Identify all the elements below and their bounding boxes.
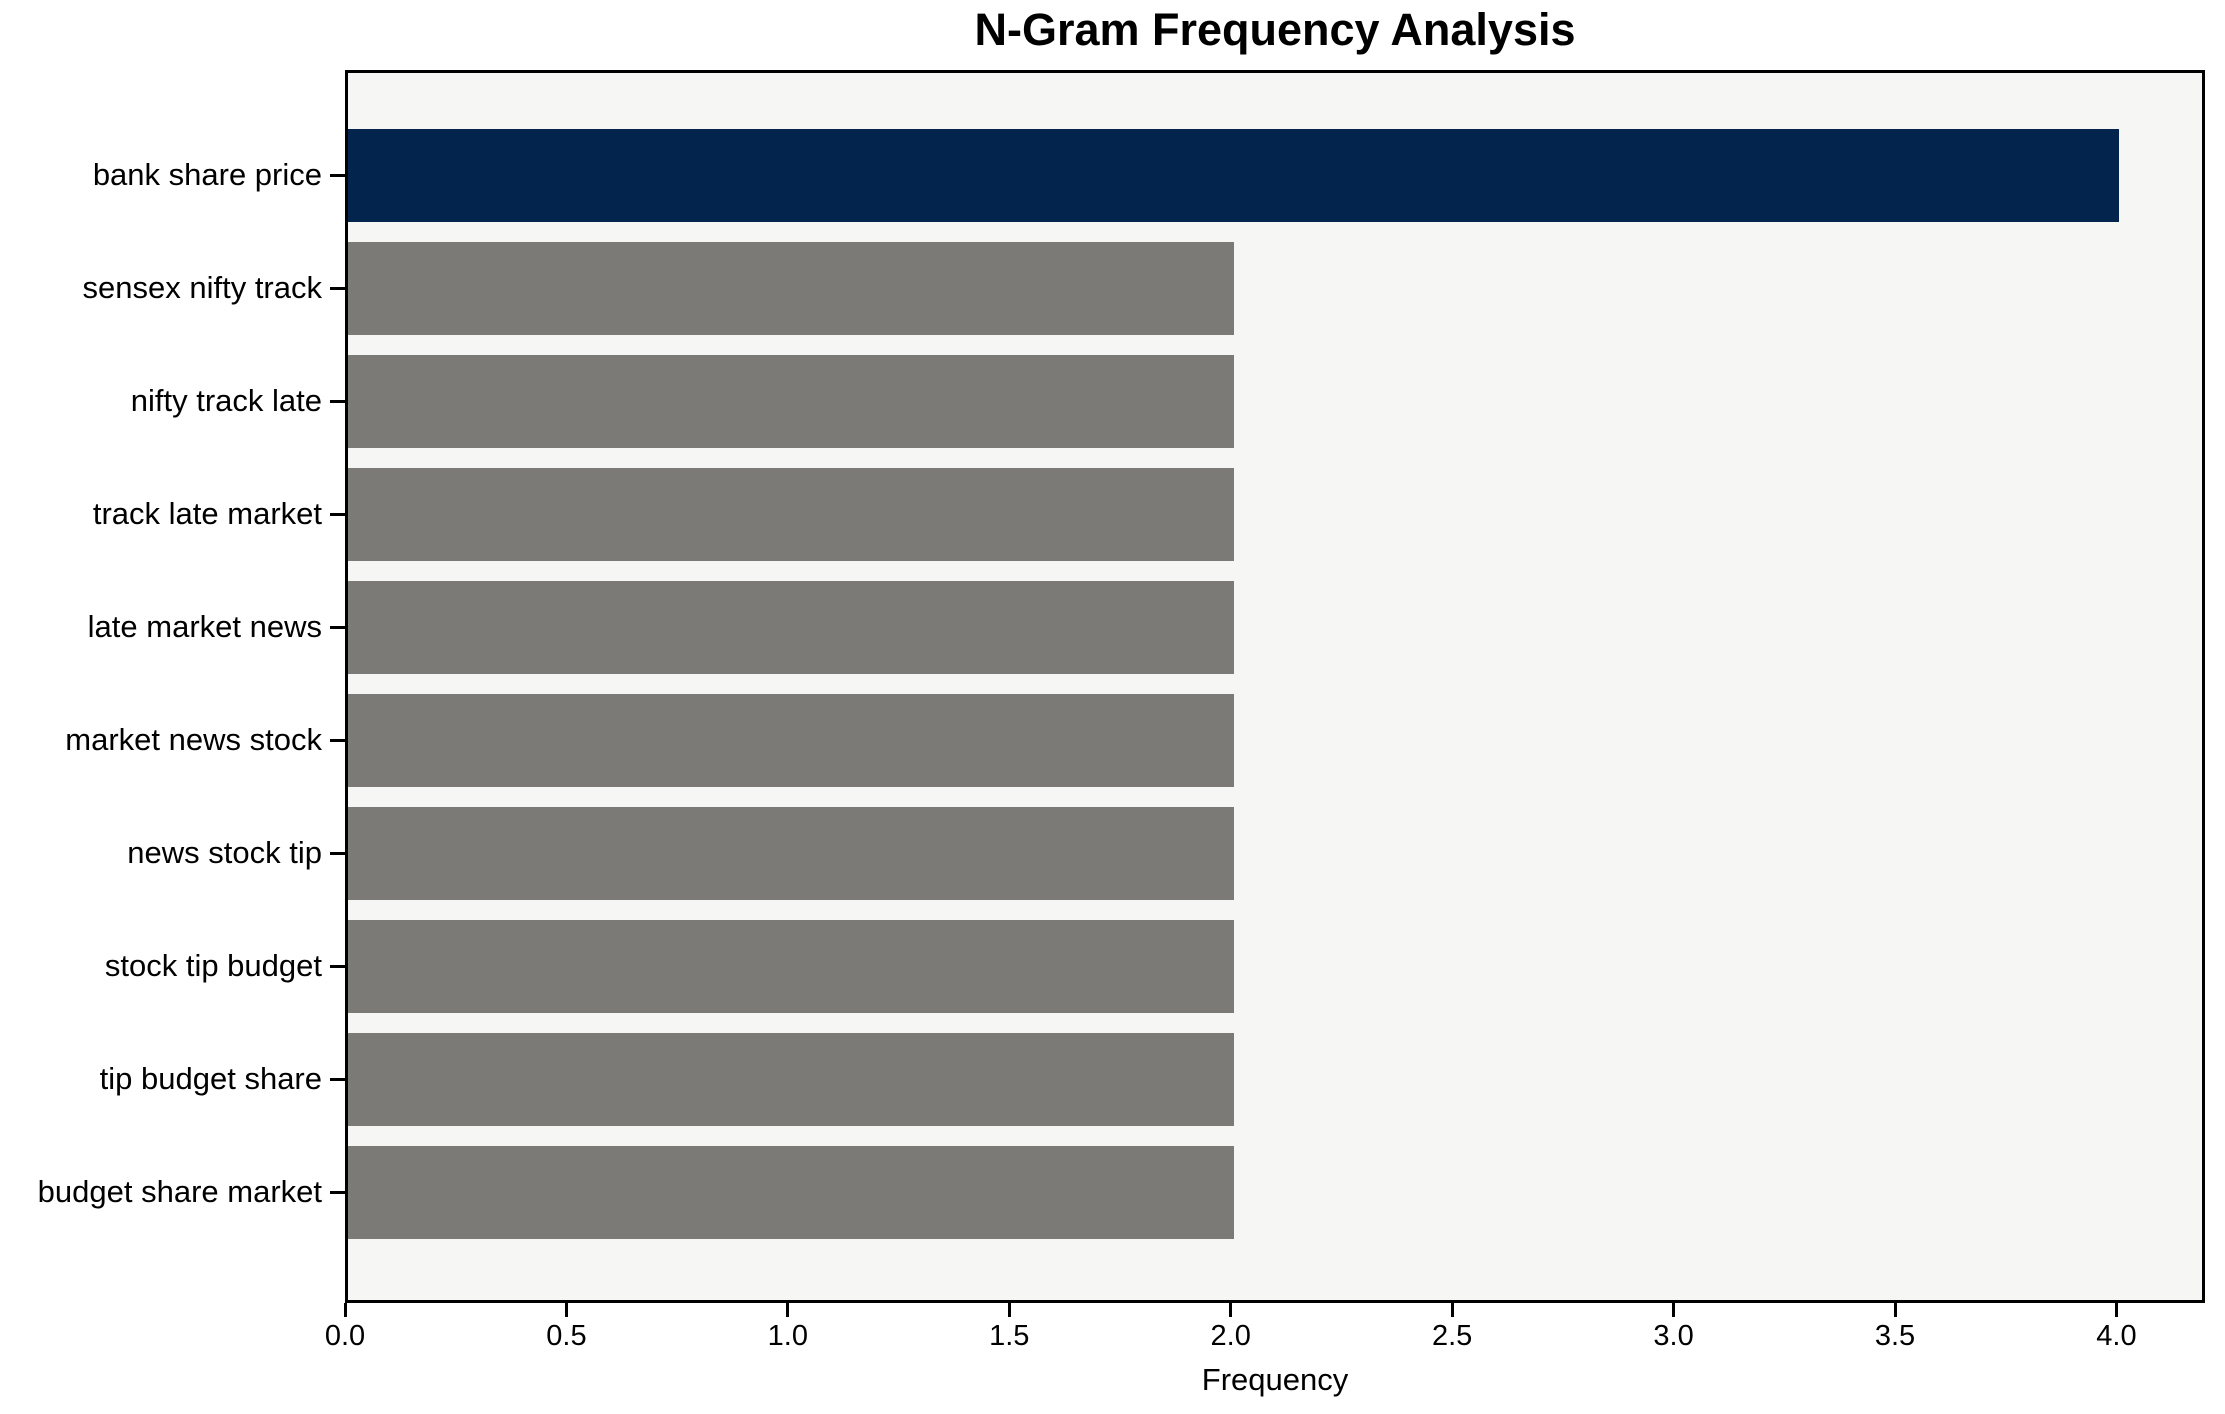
x-tick-mark (786, 1303, 790, 1317)
bar-stock-tip-budget (348, 919, 1234, 1013)
y-tick-label: tip budget share (99, 1061, 322, 1096)
bar-bank-share-price (348, 128, 2119, 222)
y-tick-label: market news stock (65, 722, 322, 757)
y-tick-mark (330, 625, 345, 629)
x-tick-mark (343, 1303, 347, 1317)
x-tick-label: 2.0 (1210, 1320, 1251, 1352)
x-tick-mark (1672, 1303, 1676, 1317)
y-tick-label: late market news (87, 609, 322, 644)
x-tick-mark (1229, 1303, 1233, 1317)
y-tick-label: news stock tip (127, 835, 322, 870)
x-tick-label: 1.0 (767, 1320, 809, 1352)
x-tick-mark (1450, 1303, 1454, 1317)
x-tick-mark (2114, 1303, 2118, 1317)
x-tick-label: 4.0 (2096, 1320, 2137, 1352)
x-tick-label: 3.5 (1874, 1320, 1916, 1352)
bar-tip-budget-share (348, 1032, 1234, 1126)
x-axis-label: Frequency (1201, 1362, 1349, 1397)
x-tick-mark (564, 1303, 568, 1317)
bar-nifty-track-late (348, 354, 1234, 448)
x-tick-mark (1007, 1303, 1011, 1317)
y-tick-label: track late market (92, 496, 322, 531)
bar-budget-share-market (348, 1145, 1234, 1239)
y-tick-mark (330, 286, 345, 290)
y-tick-label: bank share price (92, 157, 322, 192)
y-tick-mark (330, 1077, 345, 1081)
y-tick-label: sensex nifty track (82, 270, 322, 305)
bar-track-late-market (348, 467, 1234, 561)
x-tick-label: 0.5 (546, 1320, 587, 1352)
y-tick-mark (330, 851, 345, 855)
x-tick-label: 1.5 (989, 1320, 1030, 1352)
chart-title: N-Gram Frequency Analysis (974, 4, 1576, 55)
y-tick-mark (330, 738, 345, 742)
x-tick-mark (1893, 1303, 1897, 1317)
y-tick-label: stock tip budget (104, 948, 322, 983)
bar-sensex-nifty-track (348, 241, 1234, 335)
bar-late-market-news (348, 580, 1234, 674)
bar-market-news-stock (348, 693, 1234, 787)
y-tick-mark (330, 399, 345, 403)
bar-news-stock-tip (348, 806, 1234, 900)
plot-area (345, 70, 2205, 1303)
x-tick-label: 0.0 (324, 1320, 366, 1352)
y-tick-label: nifty track late (130, 383, 322, 418)
x-tick-label: 2.5 (1431, 1320, 1473, 1352)
y-tick-mark (330, 1190, 345, 1194)
y-tick-mark (330, 512, 345, 516)
x-tick-label: 3.0 (1653, 1320, 1694, 1352)
y-tick-mark (330, 173, 345, 177)
y-tick-mark (330, 964, 345, 968)
y-tick-label: budget share market (37, 1174, 322, 1209)
